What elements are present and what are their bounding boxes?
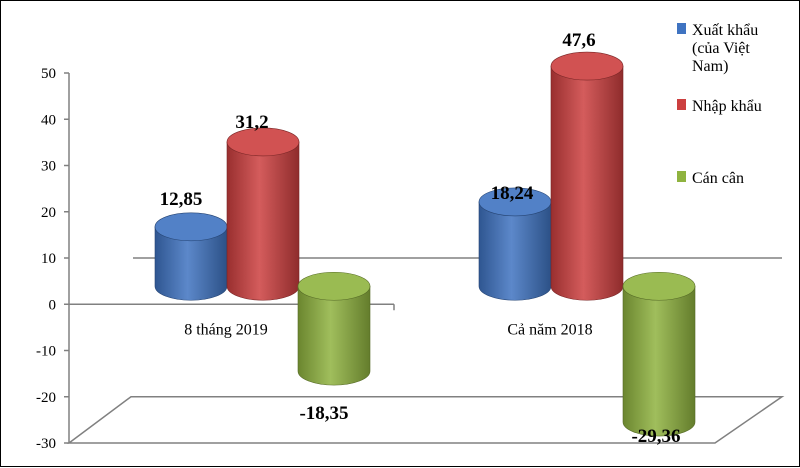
data-labels: 12,85 18,24 31,2 47,6 -18,35 -29,36	[160, 30, 681, 447]
y-axis: 50 40 30 20 10 0 -10 -20 -30 8 tháng 2019 Cả năm 2…	[36, 66, 593, 452]
bar-can-can-ca-nam-2018	[622, 271, 696, 437]
bars	[154, 51, 696, 437]
bar-top	[550, 51, 624, 81]
y-tick-label: -20	[36, 390, 56, 406]
data-label: 47,6	[562, 30, 595, 51]
legend-label: Cán cân	[692, 170, 744, 187]
y-tick-label: 30	[41, 159, 56, 175]
legend-label: Xuất khẩu	[692, 22, 758, 39]
legend-label: Nam)	[692, 58, 728, 75]
y-tick-label: 50	[41, 66, 56, 82]
bar-top	[622, 271, 696, 301]
y-tick-label: 10	[41, 251, 56, 267]
y-tick-label: 0	[49, 297, 57, 313]
bar-nhap-khau-8-thang-2019	[226, 127, 300, 301]
legend-label: Nhập khẩu	[692, 98, 762, 115]
bar-top	[297, 271, 371, 301]
bar-body	[622, 285, 696, 437]
data-label: -18,35	[299, 403, 348, 424]
bar-body	[478, 201, 552, 301]
bar-body	[154, 226, 228, 301]
x-category-label: 8 tháng 2019	[184, 321, 268, 338]
bar-can-can-8-thang-2019	[297, 271, 371, 386]
data-label: -29,36	[631, 426, 680, 447]
bar-top	[226, 127, 300, 157]
y-tick-label: -30	[36, 436, 56, 452]
data-label: 31,2	[235, 112, 268, 133]
bar-xuat-khau-cua-viet-nam-8-thang-2019	[154, 212, 228, 301]
bar-xuat-khau-cua-viet-nam-ca-nam-2018	[478, 187, 552, 301]
bar-top	[154, 212, 228, 242]
bar-body	[550, 65, 624, 301]
legend-swatch-xuat-khau-cua-viet-nam	[677, 23, 686, 34]
x-category-label: Cả năm 2018	[507, 321, 592, 338]
legend-label: (của Việt	[692, 40, 750, 57]
floor-plane	[66, 396, 785, 444]
bar-body	[297, 285, 371, 386]
bar-nhap-khau-ca-nam-2018	[550, 51, 624, 301]
y-tick-label: -10	[36, 344, 56, 360]
y-tick-label: 40	[41, 112, 56, 128]
data-label: 12,85	[160, 189, 203, 210]
legend-swatch-can-can	[677, 171, 686, 182]
bar-body	[226, 141, 300, 301]
y-tick-label: 20	[41, 205, 56, 221]
data-label: 18,24	[491, 183, 534, 204]
legend-swatch-nhap-khau	[677, 99, 686, 110]
